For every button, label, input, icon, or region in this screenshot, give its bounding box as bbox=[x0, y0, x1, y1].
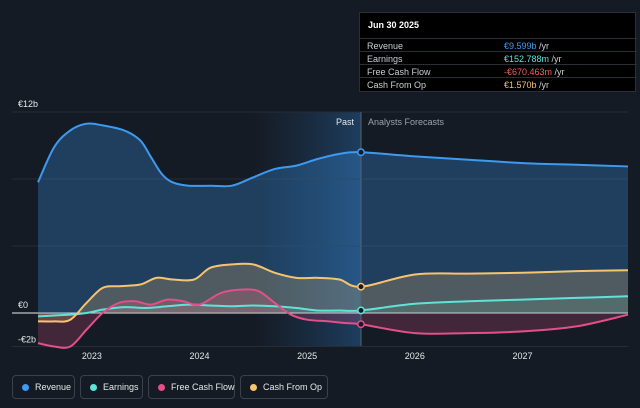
x-tick-label: 2026 bbox=[405, 351, 425, 361]
legend-dot-icon bbox=[22, 384, 29, 391]
forecast-label: Analysts Forecasts bbox=[368, 117, 445, 127]
legend-item-earnings[interactable]: Earnings bbox=[80, 375, 143, 399]
tooltip-row: Earnings €152.788m /yr bbox=[360, 51, 637, 65]
legend-label: Free Cash Flow bbox=[171, 382, 235, 392]
legend-item-cash-from-op[interactable]: Cash From Op bbox=[240, 375, 328, 399]
free-cash-flow-marker bbox=[357, 320, 365, 329]
legend-label: Cash From Op bbox=[263, 382, 323, 392]
revenue-line bbox=[37, 122, 629, 188]
tooltip-row-value: -€670.463m /yr bbox=[504, 67, 565, 77]
chart-area: €12b €0 -€2b 2023 2024 2025 2026 2027 Past Ana… bbox=[12, 99, 629, 361]
tooltip-row-value: €1.570b /yr bbox=[504, 80, 549, 90]
tooltip-value-unit: /yr bbox=[536, 41, 550, 51]
tooltip-value-unit: /yr bbox=[536, 80, 550, 90]
tooltip-row-value: €9.599b /yr bbox=[504, 41, 549, 51]
tooltip-row-label: Revenue bbox=[367, 41, 404, 51]
revenue-area bbox=[38, 123, 628, 313]
x-tick-label: 2023 bbox=[82, 351, 102, 361]
tooltip-value-unit: /yr bbox=[552, 67, 565, 77]
y-tick-label: €0 bbox=[18, 300, 28, 310]
earnings-line bbox=[37, 295, 629, 318]
earnings-marker bbox=[357, 306, 365, 315]
x-tick-label: 2027 bbox=[512, 351, 532, 361]
tooltip-row-label: Free Cash Flow bbox=[367, 67, 431, 77]
legend-label: Earnings bbox=[103, 382, 139, 392]
tooltip-row: Free Cash Flow -€670.463m /yr bbox=[360, 64, 637, 78]
legend-dot-icon bbox=[158, 384, 165, 391]
tooltip-row: Cash From Op €1.570b /yr bbox=[360, 77, 637, 91]
y-tick-label: €12b bbox=[18, 99, 38, 109]
y-tick-label: -€2b bbox=[18, 335, 36, 345]
tooltip-row-value: €152.788m /yr bbox=[504, 54, 562, 64]
legend-item-revenue[interactable]: Revenue bbox=[12, 375, 75, 399]
tooltip-value-number: €1.570b bbox=[504, 80, 537, 90]
legend-label: Revenue bbox=[35, 382, 72, 392]
tooltip-value-unit: /yr bbox=[549, 54, 562, 64]
tooltip-value-number: -€670.463m bbox=[504, 67, 553, 77]
tooltip-value-number: €152.788m bbox=[504, 54, 550, 64]
tooltip-row-label: Cash From Op bbox=[367, 80, 427, 90]
free-cash-flow-line bbox=[37, 288, 629, 349]
legend-dot-icon bbox=[90, 384, 97, 391]
revenue-marker bbox=[357, 148, 365, 157]
tooltip-value-number: €9.599b bbox=[504, 41, 537, 51]
legend-item-free-cash-flow[interactable]: Free Cash Flow bbox=[148, 375, 235, 399]
cash-from-op-line bbox=[37, 262, 629, 323]
tooltip-row-label: Earnings bbox=[367, 54, 403, 64]
tooltip-row: Revenue €9.599b /yr bbox=[360, 38, 637, 52]
past-label: Past bbox=[336, 117, 355, 127]
cash-from-op-area bbox=[38, 263, 628, 322]
tooltip-date: Jun 30 2025 bbox=[368, 20, 420, 30]
x-tick-label: 2024 bbox=[189, 351, 209, 361]
cash-from-op-marker bbox=[357, 282, 365, 291]
legend-dot-icon bbox=[250, 384, 257, 391]
tooltip: Jun 30 2025 Revenue €9.599b /yr Earnings €1… bbox=[359, 12, 637, 92]
x-tick-label: 2025 bbox=[297, 351, 317, 361]
